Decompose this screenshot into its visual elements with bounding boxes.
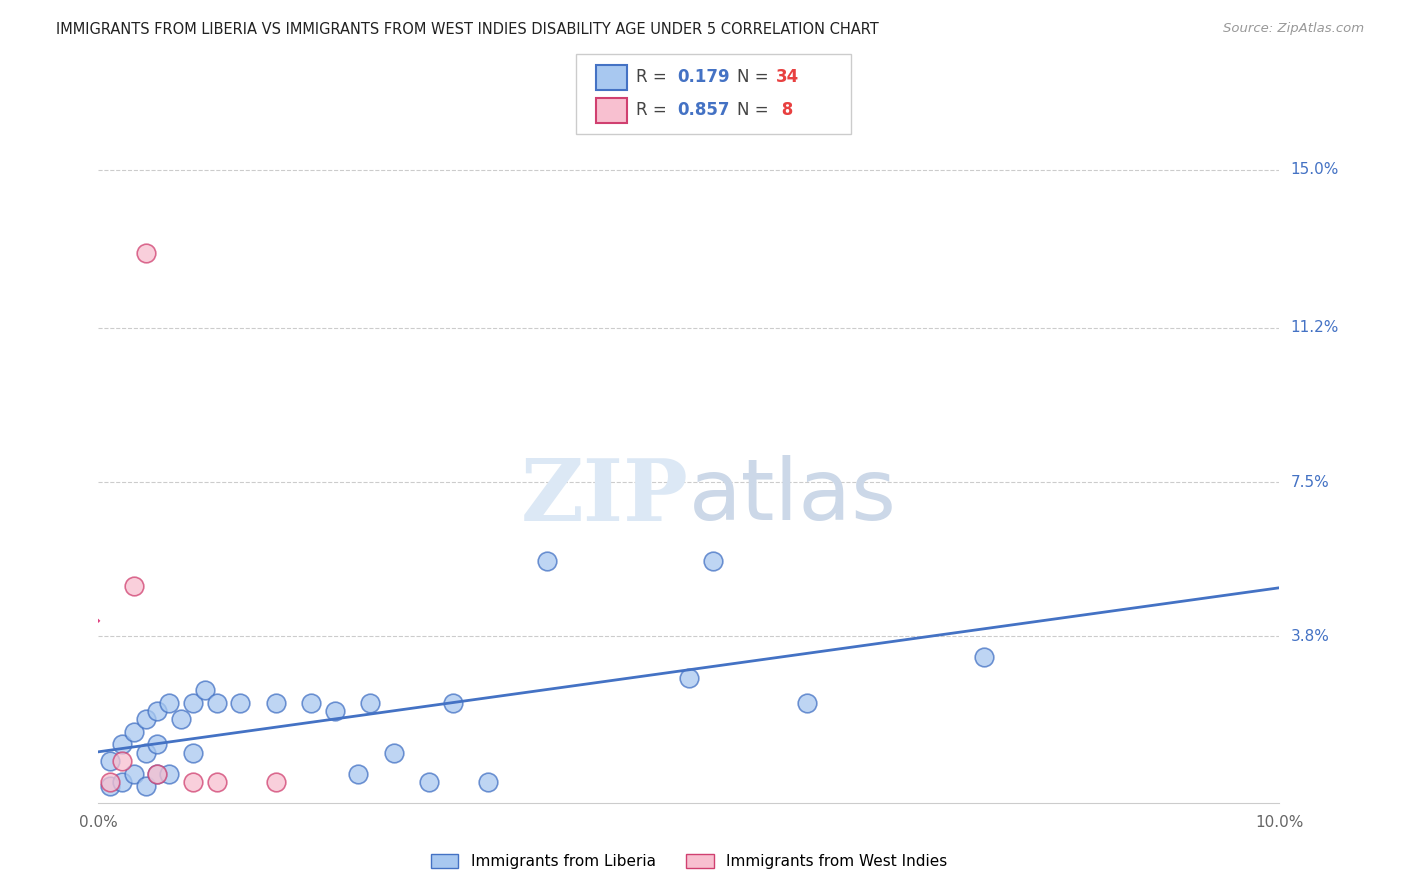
Text: 7.5%: 7.5% (1291, 475, 1329, 490)
Point (111, 738, 134, 752)
Point (135, 713, 157, 727)
Text: 11.2%: 11.2% (1291, 320, 1339, 335)
Point (796, 696, 818, 710)
Text: ZIP: ZIP (522, 455, 689, 539)
Point (441, 696, 464, 710)
Point (135, 746, 157, 760)
Point (122, 579, 145, 593)
Point (382, 746, 405, 760)
Point (181, 696, 204, 710)
Text: Source: ZipAtlas.com: Source: ZipAtlas.com (1223, 22, 1364, 36)
Point (122, 725, 145, 739)
Text: 0.179: 0.179 (678, 69, 730, 87)
Point (205, 775, 228, 789)
Point (359, 696, 381, 710)
Point (181, 746, 204, 760)
Point (146, 704, 169, 718)
Point (418, 775, 440, 789)
Point (146, 766, 169, 780)
Point (181, 775, 204, 789)
Text: 0.857: 0.857 (678, 101, 730, 119)
Text: IMMIGRANTS FROM LIBERIA VS IMMIGRANTS FROM WEST INDIES DISABILITY AGE UNDER 5 CO: IMMIGRANTS FROM LIBERIA VS IMMIGRANTS FR… (56, 22, 879, 37)
Point (323, 704, 346, 718)
Point (135, 779, 157, 793)
Point (98, 754, 121, 768)
Point (205, 696, 228, 710)
Text: N =: N = (737, 69, 773, 87)
Text: 3.8%: 3.8% (1291, 629, 1330, 644)
Point (157, 766, 180, 780)
Point (299, 696, 322, 710)
Point (146, 738, 169, 752)
Legend: Immigrants from Liberia, Immigrants from West Indies: Immigrants from Liberia, Immigrants from… (425, 848, 953, 875)
Point (477, 775, 499, 789)
Point (264, 696, 287, 710)
Text: N =: N = (737, 101, 773, 119)
Text: R =: R = (636, 69, 672, 87)
Text: atlas: atlas (689, 455, 897, 538)
Point (170, 713, 193, 727)
Point (98, 775, 121, 789)
Text: 34: 34 (776, 69, 800, 87)
Point (111, 775, 134, 789)
Point (347, 766, 370, 780)
Point (229, 696, 252, 710)
Point (111, 754, 134, 768)
Point (122, 766, 145, 780)
Point (536, 554, 558, 568)
Point (702, 554, 724, 568)
Point (194, 683, 217, 698)
Point (157, 696, 180, 710)
Text: 15.0%: 15.0% (1291, 162, 1339, 177)
Point (264, 775, 287, 789)
Point (135, 245, 157, 260)
Text: R =: R = (636, 101, 672, 119)
Point (146, 766, 169, 780)
Point (973, 650, 995, 665)
Point (678, 671, 700, 685)
Text: 8: 8 (776, 101, 793, 119)
Point (98, 779, 121, 793)
